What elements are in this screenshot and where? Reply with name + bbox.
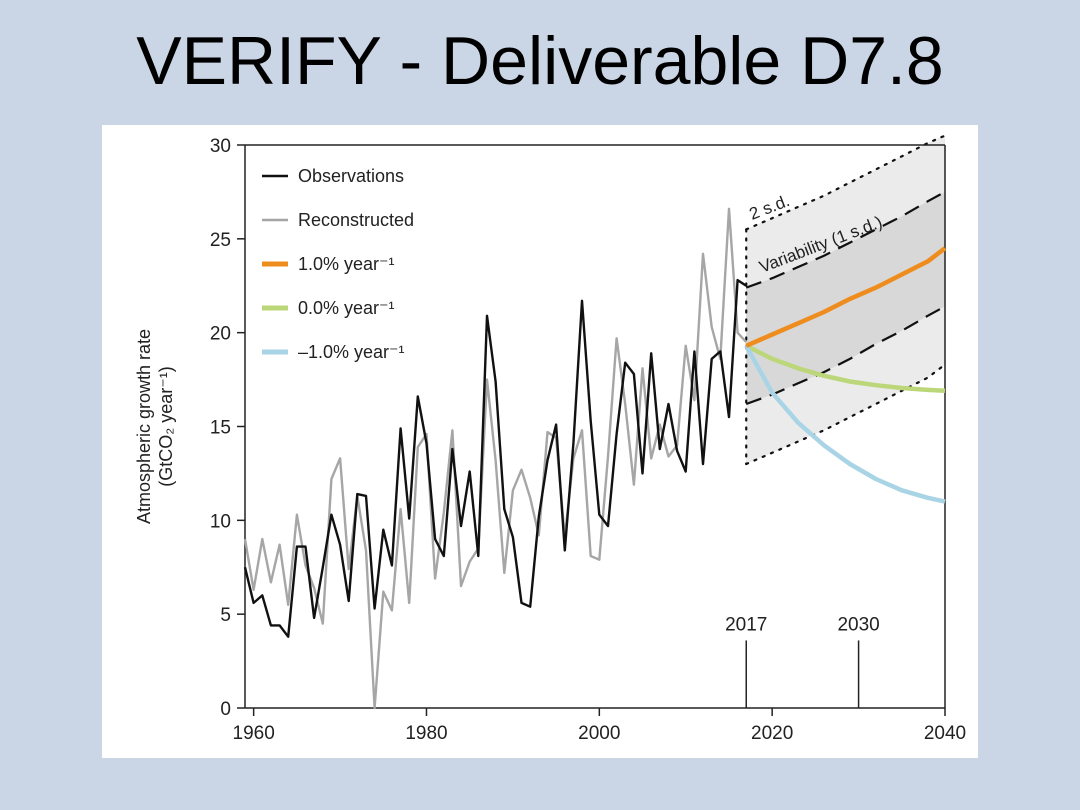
y-tick-label: 0 (220, 699, 231, 720)
legend-label-plus1: 1.0% year⁻¹ (298, 254, 395, 274)
chart-panel: 0 5 10 15 20 25 30 1960 1980 2000 2020 2040 Atmosphe… (102, 125, 978, 758)
year-marker-label: 2030 (837, 614, 879, 635)
year-marker-label: 2017 (725, 614, 767, 635)
series-line-zero (745, 343, 946, 394)
y-tick-label: 20 (210, 324, 231, 345)
y-axis-label: Atmospheric growth rate (134, 329, 154, 524)
x-tick-label: 2000 (578, 723, 620, 744)
growth-rate-chart: 0 5 10 15 20 25 30 1960 1980 2000 2020 2040 Atmosphe… (134, 134, 966, 744)
slide-title: VERIFY - Deliverable D7.8 (136, 23, 944, 99)
legend-label-reconstructed: Reconstructed (298, 210, 414, 230)
series-line-observations (243, 278, 747, 638)
y-tick-label: 25 (210, 230, 231, 251)
band-2sd-lower-line (745, 363, 947, 466)
x-tick-label: 2020 (751, 723, 793, 744)
y-axis-unit-label: (GtCO₂ year⁻¹) (156, 366, 176, 487)
x-tick-label: 1980 (405, 723, 447, 744)
series-line-plus1 (745, 246, 947, 348)
y-tick-label: 30 (210, 136, 231, 157)
legend-label-zero: 0.0% year⁻¹ (298, 298, 395, 318)
band-1sd-lower-line (745, 305, 946, 406)
x-tick-label: 2040 (924, 723, 966, 744)
series-line-reconstructed (243, 207, 748, 710)
legend-label-observations: Observations (298, 166, 404, 186)
y-tick-label: 5 (220, 605, 231, 626)
x-tick-label: 1960 (233, 723, 275, 744)
series-line-minus1 (744, 344, 946, 504)
band-1sd (746, 191, 945, 404)
band-2sd-upper-line (745, 134, 947, 231)
legend-label-minus1: –1.0% year⁻¹ (298, 342, 405, 362)
band-1sd-upper-line (745, 190, 946, 289)
y-tick-label: 10 (210, 511, 231, 532)
y-tick-label: 15 (210, 418, 231, 439)
